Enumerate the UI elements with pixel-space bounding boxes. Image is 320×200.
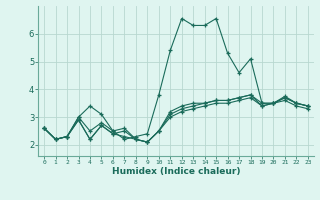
X-axis label: Humidex (Indice chaleur): Humidex (Indice chaleur) xyxy=(112,167,240,176)
